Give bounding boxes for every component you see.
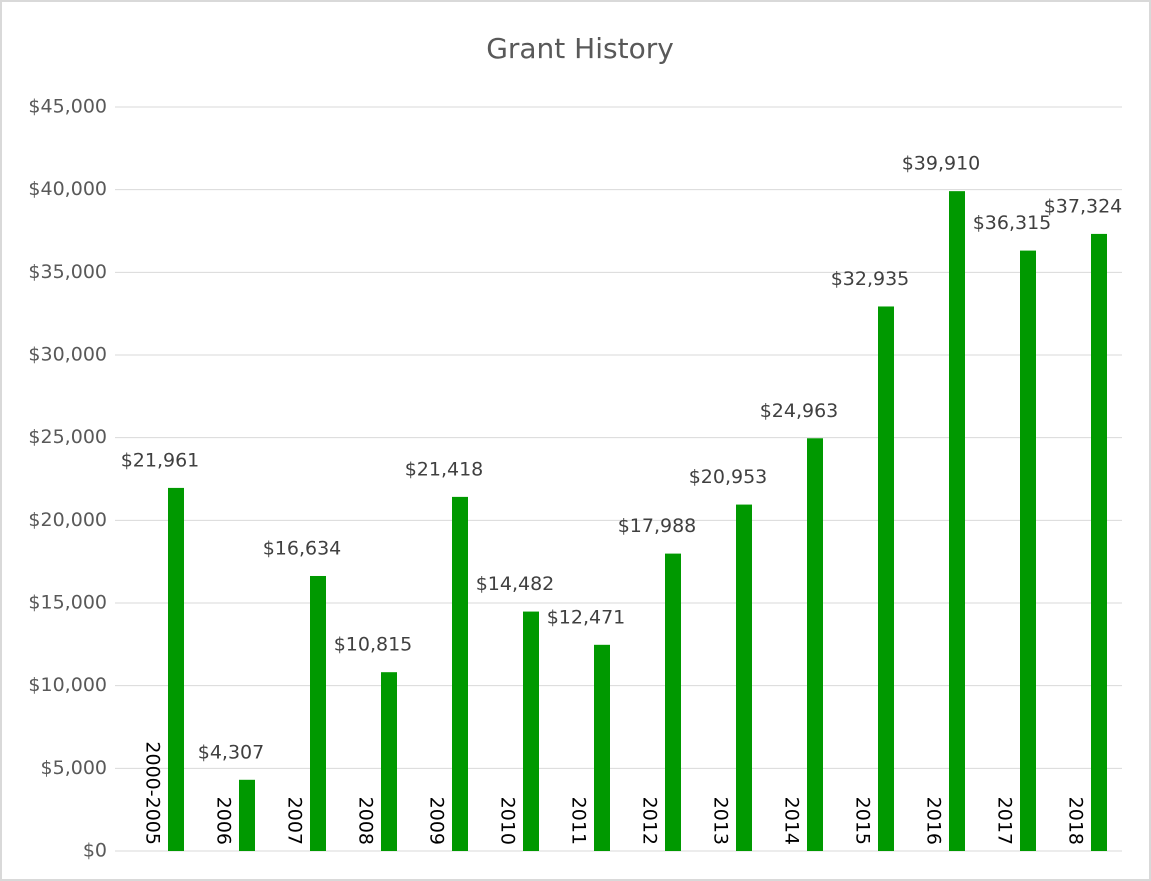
y-tick-label: $35,000: [28, 261, 107, 283]
bar: [168, 487, 184, 851]
data-label: $37,324: [1044, 195, 1123, 217]
data-label: $21,961: [121, 449, 200, 471]
data-label: $39,910: [902, 153, 981, 175]
x-tick-label: 2009: [426, 797, 448, 845]
x-tick-label: 2012: [639, 797, 661, 845]
data-label: $10,815: [334, 634, 413, 656]
bar: [949, 191, 965, 851]
y-tick-label: $5,000: [41, 757, 107, 779]
bar: [665, 553, 681, 851]
data-label: $20,953: [689, 466, 768, 488]
bar: [1020, 250, 1036, 852]
y-tick-label: $45,000: [28, 96, 107, 118]
y-tick-label: $15,000: [28, 592, 107, 614]
bar: [452, 496, 468, 851]
data-label: $16,634: [263, 537, 342, 559]
x-tick-label: 2010: [497, 797, 519, 845]
x-tick-label: 2018: [1065, 797, 1087, 845]
bar: [1091, 233, 1107, 852]
x-tick-label: 2016: [923, 797, 945, 845]
x-tick-label: 2015: [852, 797, 874, 845]
x-tick-label: 2008: [355, 797, 377, 845]
chart-title: Grant History: [486, 32, 674, 65]
x-tick-label: 2007: [284, 797, 306, 845]
bar: [878, 306, 894, 851]
y-tick-label: $25,000: [28, 426, 107, 448]
data-label: $21,418: [405, 458, 484, 480]
x-tick-label: 2006: [213, 797, 235, 845]
bar: [381, 672, 397, 851]
y-tick-label: $10,000: [28, 674, 107, 696]
bar: [239, 779, 255, 851]
data-label: $36,315: [973, 212, 1052, 234]
data-label: $4,307: [198, 741, 264, 763]
bar: [807, 438, 823, 851]
x-tick-label: 2014: [781, 797, 803, 845]
data-label: $12,471: [547, 606, 626, 628]
x-tick-label: 2011: [568, 797, 590, 845]
bar: [310, 575, 326, 851]
y-tick-label: $30,000: [28, 344, 107, 366]
data-label: $32,935: [831, 268, 910, 290]
y-tick-label: $40,000: [28, 178, 107, 200]
x-tick-label: 2013: [710, 797, 732, 845]
y-tick-label: $0: [83, 840, 107, 862]
bar: [523, 611, 539, 851]
bar: [594, 644, 610, 851]
bar: [736, 504, 752, 851]
data-label: $17,988: [618, 515, 697, 537]
data-label: $24,963: [760, 400, 839, 422]
x-tick-label: 2017: [994, 797, 1016, 845]
x-tick-label: 2000-2005: [142, 741, 164, 845]
y-tick-label: $20,000: [28, 509, 107, 531]
data-label: $14,482: [476, 573, 555, 595]
